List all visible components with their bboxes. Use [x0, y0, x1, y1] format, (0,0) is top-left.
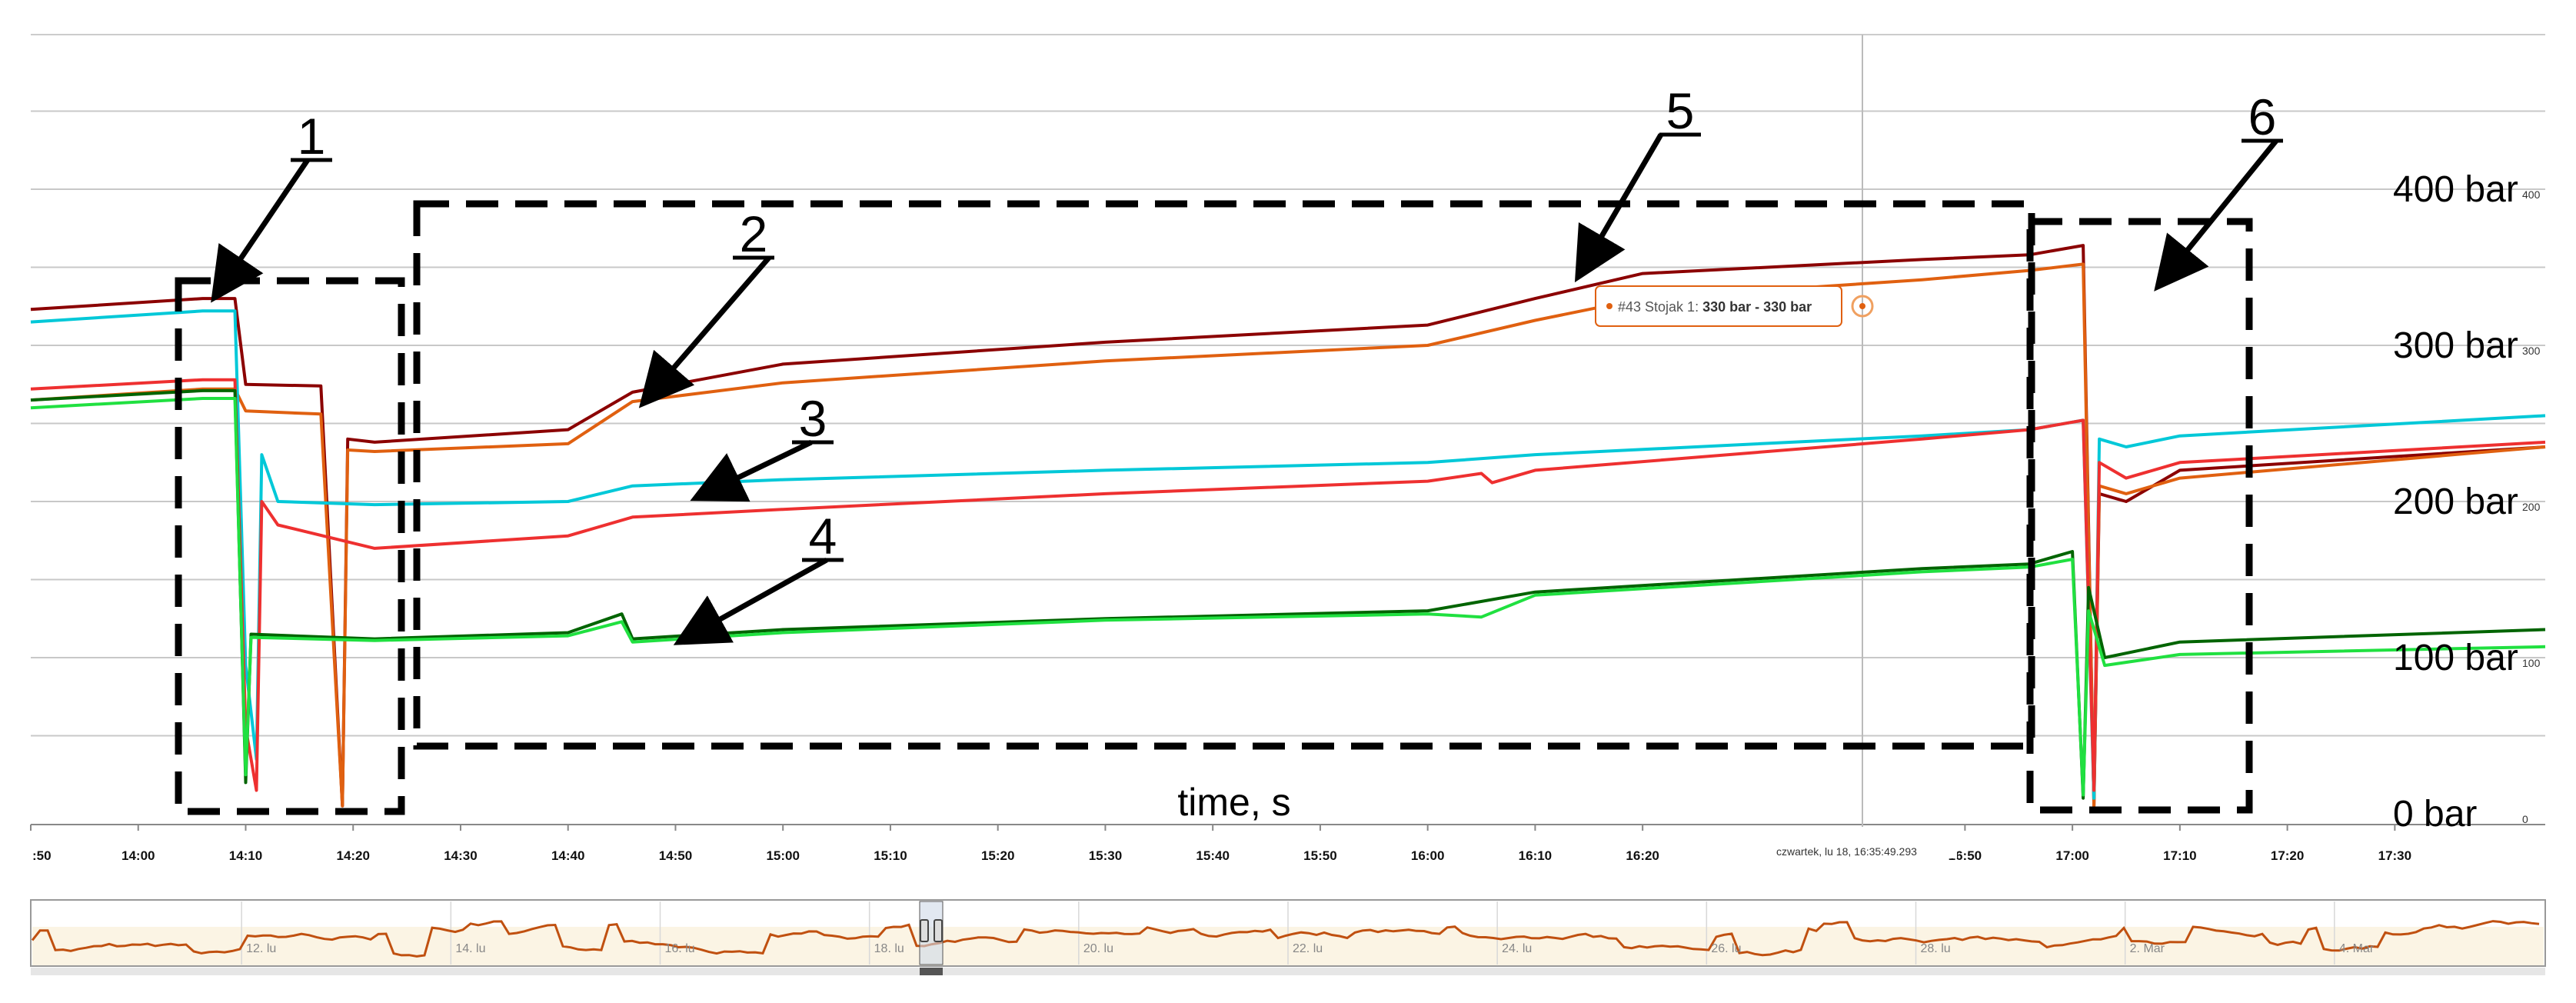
x-tick-label-18: 17:10: [2163, 848, 2196, 863]
x-tick-label-6: 14:50: [659, 848, 692, 863]
navigator-date-3: 18. lu: [874, 942, 904, 955]
navigator-handle-left[interactable]: [920, 919, 929, 942]
y-tick-small-100: 100: [2522, 657, 2541, 669]
callout-arrow-1: [211, 158, 310, 303]
x-tick-label-0: :50: [32, 848, 52, 863]
x-tick-label-8: 15:10: [874, 848, 907, 863]
navigator[interactable]: 12. lu 14. lu 16. lu 18. lu 20. lu 22. lu 24. …: [30, 899, 2546, 975]
navigator-handle-right[interactable]: [934, 919, 943, 942]
y-axis-labels: 400 bar 400 300 bar 300 200 bar 200 100 bar 100…: [2393, 169, 2541, 835]
navigator-date-5: 22. lu: [1293, 942, 1323, 955]
navigator-dates: 12. lu 14. lu 16. lu 18. lu 20. lu 22. lu 24. …: [246, 942, 2375, 955]
navigator-date-8: 28. lu: [1921, 942, 1951, 955]
y-tick-label-100: 100 bar: [2393, 638, 2518, 678]
callout-arrow-5: [1574, 133, 1664, 283]
y-tick-small-300: 300: [2522, 345, 2541, 357]
callout-label-5: 5: [1666, 82, 1695, 139]
navigator-scrollbar[interactable]: [31, 968, 2545, 975]
tooltip-value: 330 bar - 330 bar: [1702, 299, 1812, 315]
callout-label-6: 6: [2248, 88, 2277, 145]
callout-arrow-6: [2154, 138, 2278, 292]
y-tick-label-0: 0 bar: [2393, 794, 2477, 835]
x-axis-title: time, s: [1177, 781, 1290, 824]
series-line-6: [30, 397, 2546, 797]
x-axis-labels: :50 14:00 14:10 14:20 14:30 14:40 14:50 15:00 15…: [30, 825, 2411, 863]
navigator-date-10: 4. Mar: [2339, 942, 2375, 955]
tooltip-marker: [1606, 303, 1612, 309]
callout-arrow-2: [638, 255, 771, 408]
x-tick-label-10: 15:30: [1089, 848, 1122, 863]
navigator-date-2: 16. lu: [665, 942, 695, 955]
y-tick-small-200: 200: [2522, 501, 2541, 513]
x-tick-label-1: 14:00: [121, 848, 155, 863]
callout-label-2: 2: [740, 205, 768, 262]
navigator-scroll-thumb[interactable]: [920, 968, 943, 975]
x-tick-label-2: 14:10: [229, 848, 262, 863]
navigator-date-4: 20. lu: [1083, 942, 1113, 955]
navigator-date-0: 12. lu: [246, 942, 276, 955]
callout-underlines: [291, 132, 2283, 562]
x-tick-label-12: 15:50: [1303, 848, 1336, 863]
x-tick-label-4: 14:30: [444, 848, 477, 863]
callout-arrows: [211, 133, 2278, 645]
callout-label-4: 4: [809, 508, 837, 565]
x-tick-label-5: 14:40: [551, 848, 584, 863]
region-box-3: [2026, 218, 2253, 814]
callout-label-3: 3: [799, 390, 827, 447]
x-tick-label-15: 16:20: [1626, 848, 1659, 863]
callout-arrow-3: [690, 439, 813, 502]
svg-text:#43 Stojak 1: 330 bar - 330 ba: #43 Stojak 1: 330 bar - 330 bar: [1618, 299, 1812, 315]
tooltip: #43 Stojak 1: 330 bar - 330 bar: [1595, 285, 1874, 327]
timestamp-bg: [1772, 841, 1957, 858]
x-tick-label-11: 15:40: [1196, 848, 1229, 863]
y-tick-label-400: 400 bar: [2393, 169, 2518, 210]
x-tick-label-17: 17:00: [2055, 848, 2088, 863]
series-line-4: [30, 378, 2546, 792]
region-box-2: [413, 200, 2035, 750]
callout-label-1: 1: [298, 108, 326, 165]
crosshair-point: [1851, 295, 1874, 318]
series-line-3: [30, 309, 2546, 800]
region-box-1: [175, 277, 405, 815]
crosshair-timestamp: czwartek, lu 18, 16:35:49.293: [1776, 845, 1917, 858]
x-tick-label-7: 15:00: [766, 848, 799, 863]
x-tick-label-13: 16:00: [1411, 848, 1444, 863]
tooltip-prefix: #43 Stojak 1:: [1618, 299, 1702, 315]
x-tick-label-14: 16:10: [1519, 848, 1552, 863]
grid: [31, 34, 2545, 825]
crosshair-point-dot: [1859, 303, 1865, 309]
y-tick-small-400: 400: [2522, 188, 2541, 201]
x-tick-label-9: 15:20: [981, 848, 1014, 863]
navigator-date-7: 26. lu: [1711, 942, 1741, 955]
y-tick-label-300: 300 bar: [2393, 325, 2518, 366]
navigator-date-9: 2. Mar: [2130, 942, 2165, 955]
y-tick-small-0: 0: [2522, 813, 2528, 825]
callout-arrow-4: [673, 557, 828, 645]
x-tick-label-19: 17:20: [2271, 848, 2304, 863]
series-line-1: [30, 244, 2546, 808]
x-tick-label-3: 14:20: [336, 848, 369, 863]
series-line-5: [30, 388, 2546, 800]
navigator-date-6: 24. lu: [1502, 942, 1532, 955]
y-tick-label-200: 200 bar: [2393, 482, 2518, 522]
navigator-line: [31, 920, 2540, 958]
x-tick-label-20: 17:30: [2378, 848, 2411, 863]
series-layer: [30, 244, 2546, 808]
navigator-date-1: 14. lu: [455, 942, 485, 955]
